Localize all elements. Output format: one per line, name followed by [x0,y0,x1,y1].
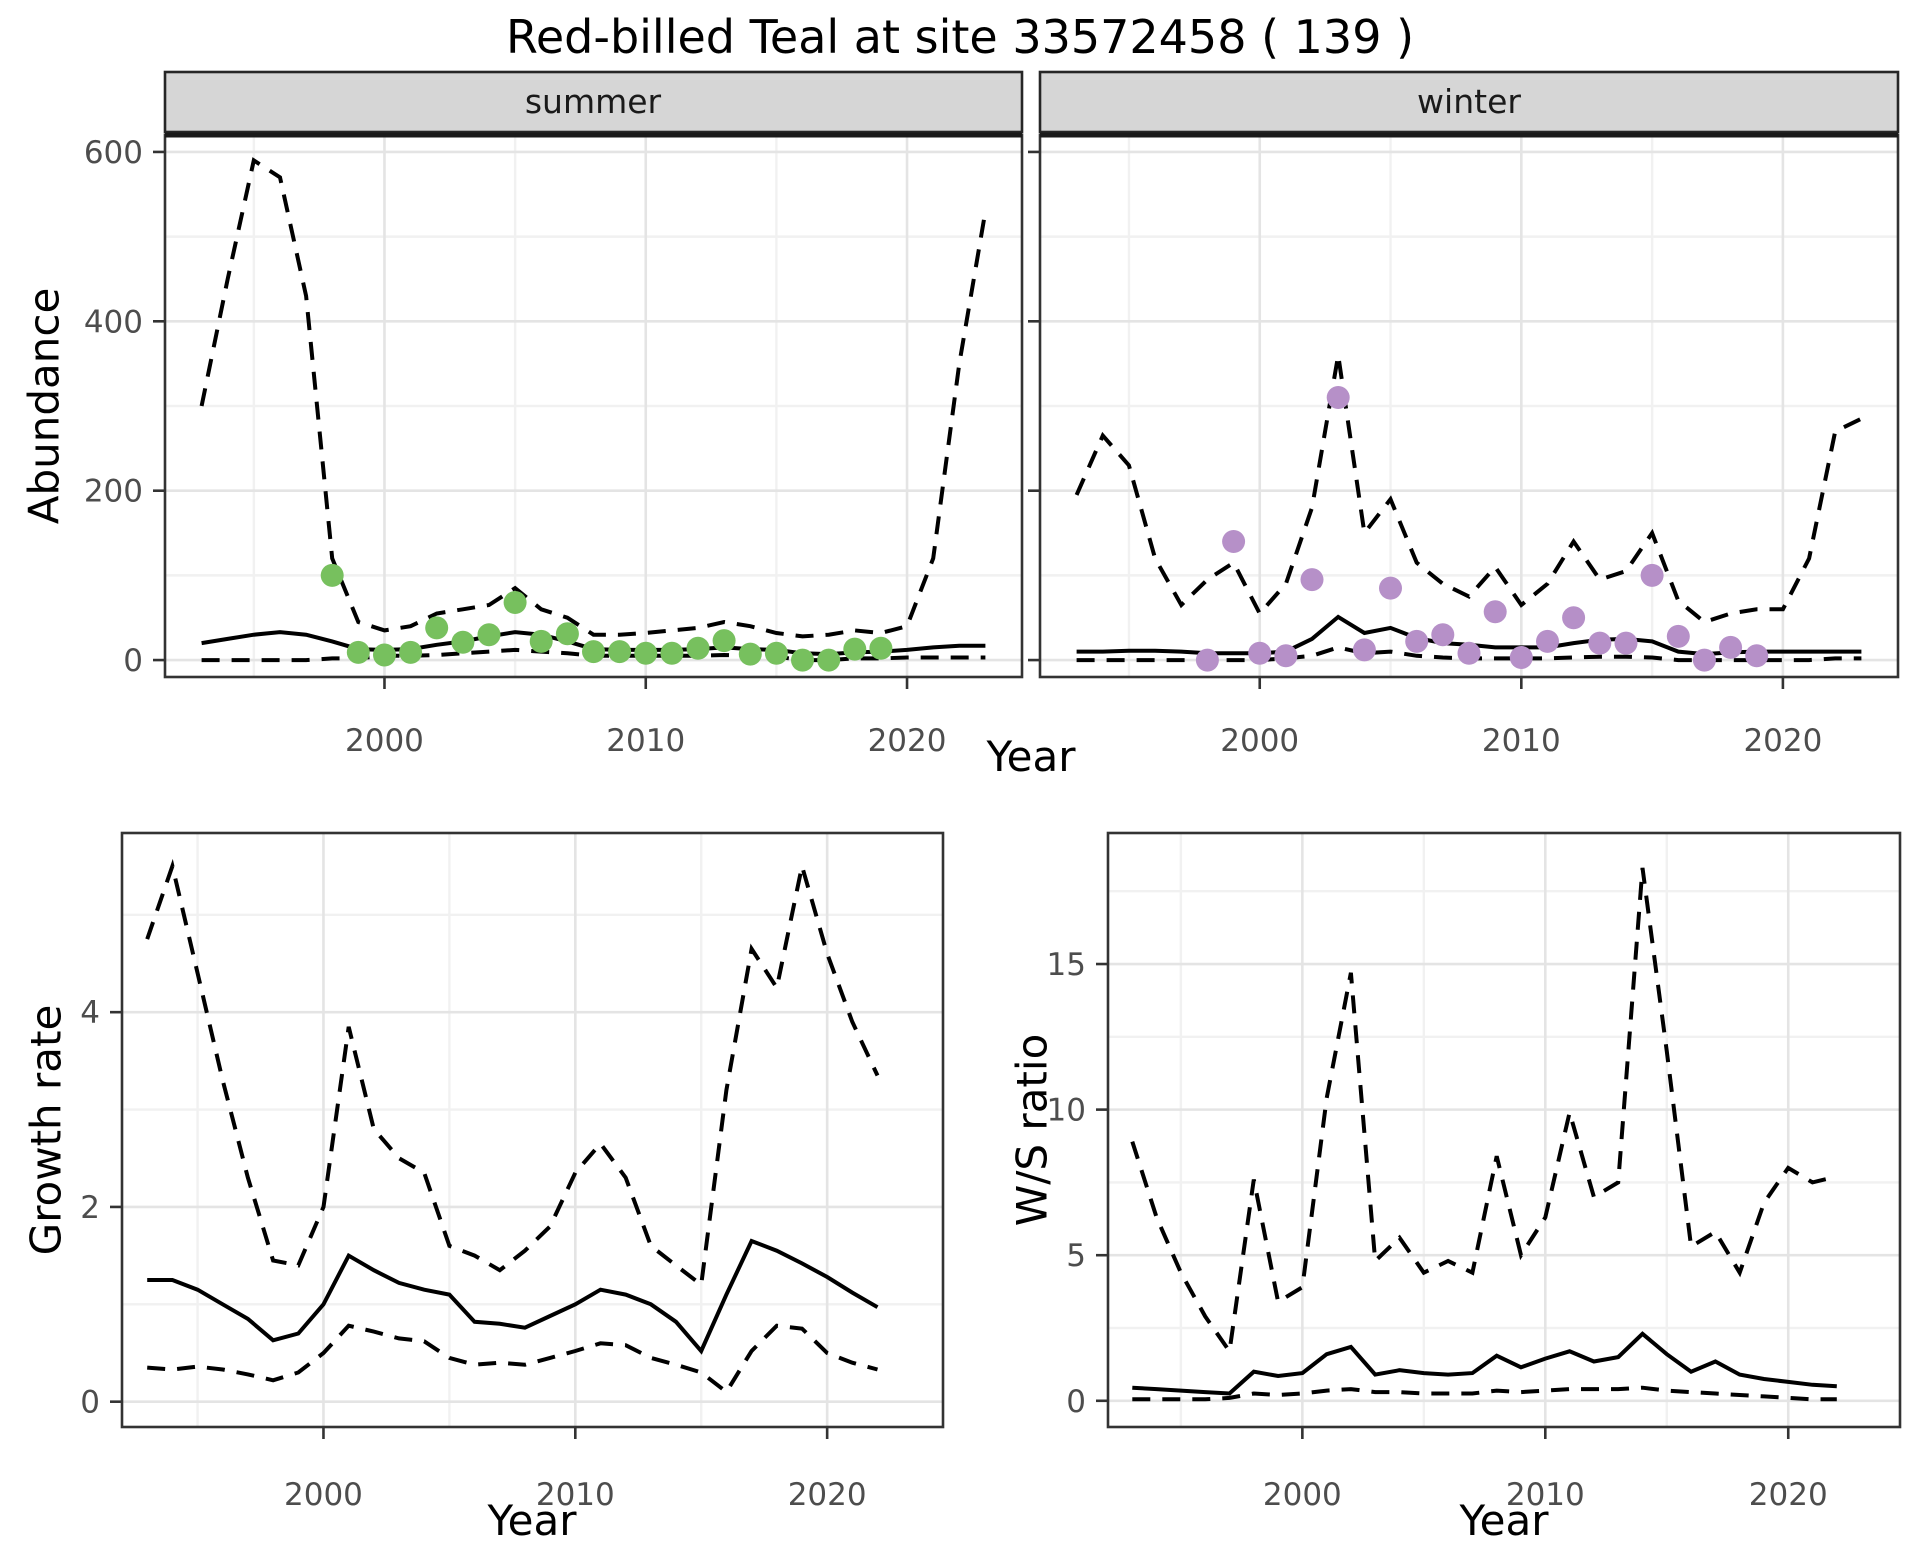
y-tick-label: 0 [1066,1384,1086,1420]
abundance-summer-observed-count [712,629,736,653]
y-tick-label: 15 [1047,947,1086,983]
facet-strip-summer [163,70,1024,134]
growth-year-axis-title: Year [487,1496,577,1545]
abundance-summer-observed-count [373,643,396,667]
series-lower_95ci [147,1323,879,1395]
x-tick-label: 2010 [606,723,685,759]
abundance-summer-observed-count [634,641,658,665]
abundance-winter-observed-count [1536,629,1559,653]
facet-label-winter: winter [1417,82,1521,121]
x-tick-label: 2000 [1220,723,1299,759]
ws-year-axis-title: Year [1459,1496,1549,1545]
abundance-summer-observed-count [529,629,553,653]
top-year-axis-title: Year [986,732,1076,781]
abundance-winter-observed-count [1692,648,1716,672]
panel-border [120,831,945,1429]
abundance-winter-observed-count [1195,648,1219,672]
series-upper_95ci [199,157,988,639]
abundance-summer-observed-count [582,640,605,664]
y-tick-label: 600 [84,135,143,171]
series-upper_95ci [1130,867,1838,1357]
y-tick-label: 4 [80,995,100,1031]
abundance-winter-observed-count [1405,629,1429,653]
abundance-summer-observed-count [477,623,501,647]
y-tick-label: 200 [84,474,143,510]
facet-label-summer: summer [524,82,662,121]
abundance-summer-observed-count [451,630,475,654]
abundance-summer-observed-count [843,637,867,661]
abundance-winter-observed-count [1431,623,1455,647]
abundance-winter-observed-count [1326,386,1350,409]
panel-background [1108,833,1900,1427]
abundance-winter-observed-count [1509,646,1533,669]
abundance-summer-observed-count [425,616,449,640]
abundance-summer-observed-count [738,642,762,666]
series-median [1132,1331,1837,1396]
panel-ws-ratio: 2000 2010 2020 0 5 10 15 [1047,831,1902,1513]
x-tick-label: 2020 [1743,723,1822,759]
y-tick-label: 2 [80,1190,100,1226]
x-tick-label: 2020 [788,1477,867,1513]
abundance-summer-observed-count [503,591,527,614]
x-tick-label: 2000 [345,723,424,759]
abundance-winter-observed-count [1745,644,1769,668]
series-upper_95ci [145,858,880,1289]
abundance-summer-observed-count [791,648,814,672]
x-tick-label: 2020 [1749,1477,1828,1513]
abundance-winter-observed-count [1352,638,1376,662]
abundance-summer-observed-count [869,636,893,660]
panel-abundance-summer: 2000 2010 2020 0 200 400 600 [84,70,1024,759]
figure-title: Red-billed Teal at site 33572458 ( 139 ) [505,10,1415,64]
abundance-axis-title: Abundance [19,287,69,525]
abundance-summer-observed-count [346,640,370,664]
abundance-winter-observed-count [1274,644,1298,668]
abundance-winter-observed-count [1248,641,1272,665]
panel-growth-rate: 2000 2010 2020 0 2 4 [80,831,945,1513]
panel-abundance-winter: 2000 2010 2020 [1028,70,1900,759]
series-upper_95ci [1074,354,1863,625]
x-tick-label: 2010 [1482,723,1561,759]
x-tick-label: 2020 [868,723,947,759]
abundance-winter-observed-count [1588,631,1612,655]
abundance-summer-observed-count [399,640,423,664]
abundance-winter-observed-count [1562,606,1586,630]
abundance-summer-observed-count [686,636,710,660]
y-tick-label: 0 [123,643,143,679]
abundance-winter-observed-count [1719,635,1743,659]
abundance-winter-observed-count [1666,624,1690,648]
x-tick-label: 2010 [536,1477,615,1513]
abundance-summer-observed-count [817,648,841,672]
abundance-winter-observed-count [1222,530,1246,553]
panel-border [1106,831,1902,1429]
growth-rate-axis-title: Growth rate [21,1004,71,1256]
ws-ratio-axis-title: W/S ratio [1007,1033,1057,1227]
abundance-summer-observed-count [764,641,788,665]
y-tick-label: 10 [1047,1093,1086,1129]
x-tick-label: 2000 [284,1477,363,1513]
y-tick-label: 5 [1066,1238,1086,1274]
x-tick-label: 2000 [1263,1477,1342,1513]
abundance-summer-observed-count [608,640,632,664]
abundance-winter-observed-count [1457,641,1481,665]
abundance-winter-observed-count [1300,568,1324,592]
y-tick-label: 0 [80,1385,100,1421]
abundance-summer-observed-count [320,563,344,587]
abundance-winter-observed-count [1640,563,1664,587]
abundance-summer-observed-count [660,641,684,665]
abundance-winter-observed-count [1614,631,1638,655]
facet-strip-winter [1038,70,1900,134]
abundance-summer-observed-count [555,622,579,646]
panel-background [122,833,943,1427]
abundance-winter-observed-count [1483,600,1507,624]
x-tick-label: 2010 [1506,1477,1585,1513]
abundance-winter-observed-count [1379,576,1402,600]
y-tick-label: 400 [84,304,143,340]
series-median [147,1238,879,1355]
